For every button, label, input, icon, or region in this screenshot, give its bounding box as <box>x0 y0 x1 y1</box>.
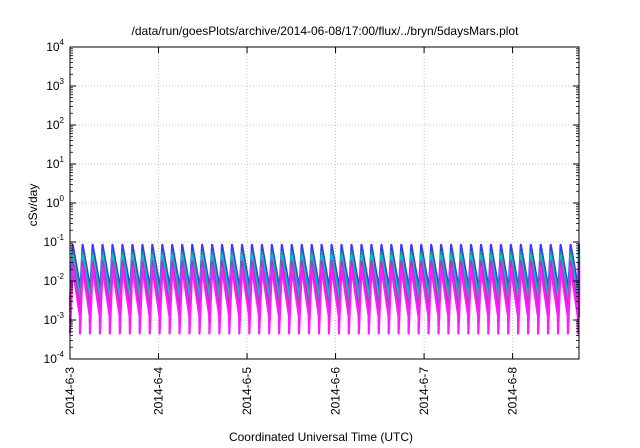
y-tick-label: 104 <box>46 38 64 54</box>
y-tick-label: 10-1 <box>44 233 65 249</box>
series-line <box>68 266 581 335</box>
x-axis-label: Coordinated Universal Time (UTC) <box>229 430 413 444</box>
y-tick-label: 10-3 <box>44 311 65 327</box>
x-tick-label: 2014-6-3 <box>63 367 77 415</box>
x-tick-label: 2014-6-8 <box>506 367 520 415</box>
x-tick-label: 2014-6-7 <box>417 367 431 415</box>
x-tick-label: 2014-6-6 <box>329 367 343 415</box>
y-tick-label: 100 <box>46 194 64 210</box>
y-axis-label: cSv/day <box>26 184 40 227</box>
x-tick-label: 2014-6-4 <box>152 367 166 415</box>
y-tick-label: 10-2 <box>44 272 65 288</box>
x-tick-label: 2014-6-5 <box>240 367 254 415</box>
y-tick-label: 10-4 <box>44 350 65 366</box>
chart-title: /data/run/goesPlots/archive/2014-06-08/1… <box>132 24 520 38</box>
y-tick-label: 103 <box>46 77 64 93</box>
y-tick-label: 102 <box>46 116 64 132</box>
y-tick-label: 101 <box>46 155 64 171</box>
